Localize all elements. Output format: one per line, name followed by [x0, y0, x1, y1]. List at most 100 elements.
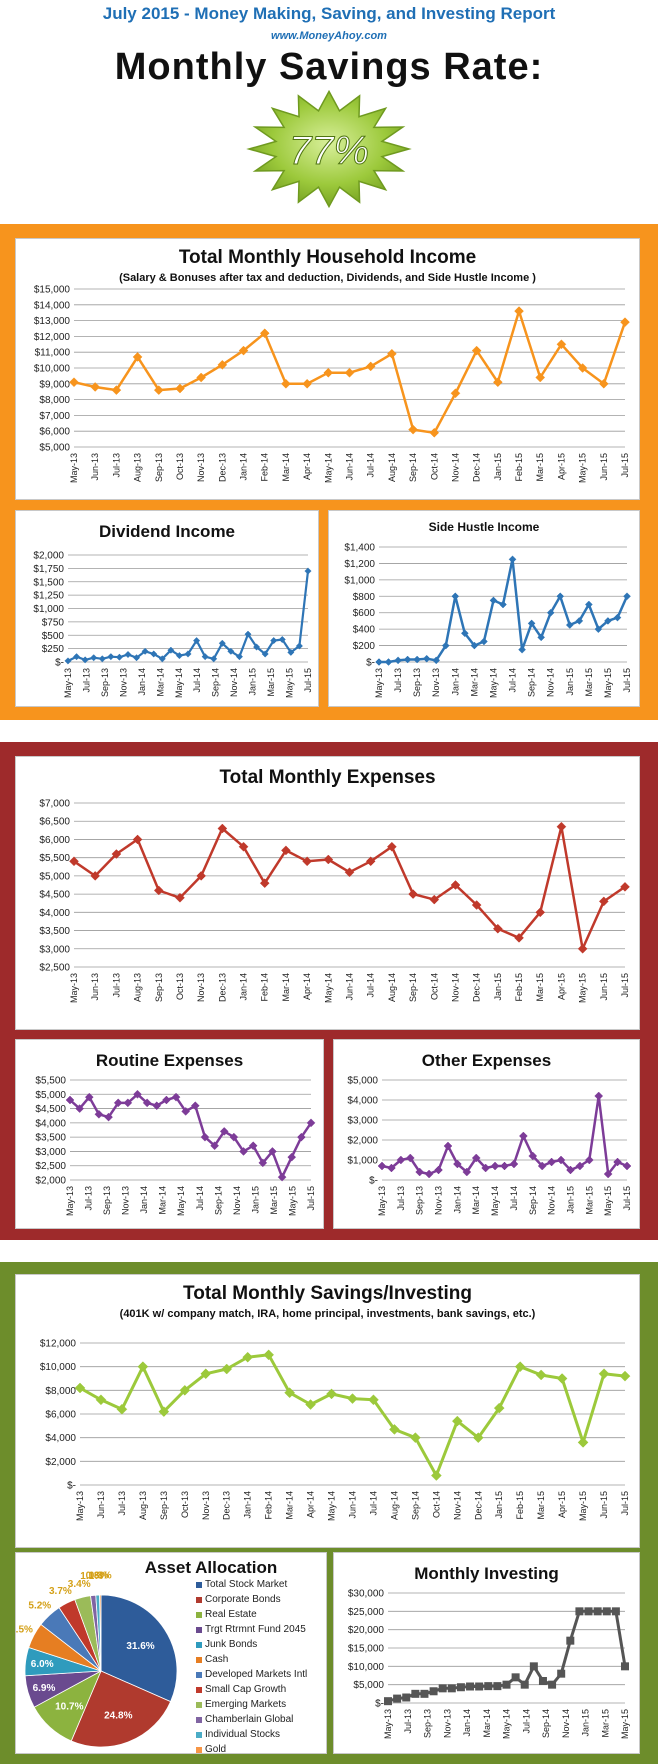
- data-point: [175, 892, 185, 903]
- data-point: [411, 1689, 420, 1698]
- data-point: [566, 1636, 575, 1645]
- legend-label: Real Estate: [205, 1609, 257, 1620]
- data-point: [408, 889, 418, 899]
- data-point: [438, 1684, 447, 1693]
- data-point: [535, 372, 546, 383]
- x-tick-label: Sep-13: [102, 1186, 112, 1215]
- data-point: [181, 1107, 191, 1116]
- x-tick-label: Mar-14: [281, 973, 291, 1002]
- legend-item: Junk Bonds: [196, 1637, 307, 1652]
- x-tick-label: May-13: [63, 668, 73, 698]
- y-tick-label: $2,000: [33, 551, 64, 562]
- data-point: [98, 655, 106, 663]
- y-tick-label: $7,000: [39, 799, 70, 810]
- x-tick-label: Mar-14: [482, 1709, 492, 1738]
- data-point: [302, 378, 312, 389]
- data-point: [413, 655, 422, 664]
- y-tick-label: $1,500: [33, 577, 64, 588]
- data-point: [104, 1112, 113, 1122]
- x-tick-label: Dec-13: [217, 973, 227, 1002]
- x-tick-label: Feb-14: [260, 973, 270, 1002]
- x-tick-label: Jul-13: [81, 668, 91, 693]
- data-point: [90, 871, 101, 881]
- data-point: [158, 1406, 170, 1417]
- data-point: [402, 1693, 411, 1702]
- y-tick-label: $14,000: [34, 300, 71, 311]
- x-tick-label: May-15: [578, 1491, 588, 1521]
- legend-label: Gold: [205, 1744, 227, 1755]
- data-point: [556, 1155, 566, 1165]
- x-tick-label: Jan-15: [581, 1709, 591, 1737]
- data-point: [229, 1132, 239, 1142]
- data-point: [384, 1697, 392, 1706]
- other-expenses-panel: Other Expenses $- $1,000 $2,000 $3,000 $4,000…: [333, 1039, 640, 1229]
- data-point: [415, 1167, 425, 1177]
- x-tick-label: Jan-14: [450, 668, 460, 696]
- data-point: [537, 1161, 547, 1171]
- data-point: [622, 1161, 632, 1171]
- data-point: [499, 600, 507, 609]
- data-point: [123, 1098, 133, 1108]
- data-point: [410, 1432, 421, 1444]
- x-tick-label: Nov-13: [442, 1709, 452, 1738]
- data-point: [302, 856, 312, 867]
- legend-label: Corporate Bonds: [205, 1594, 281, 1605]
- data-point: [451, 1415, 463, 1427]
- data-point: [611, 1607, 620, 1616]
- chart-title: Monthly Investing: [414, 1564, 559, 1583]
- x-tick-label: Nov-14: [561, 1709, 571, 1738]
- x-tick-label: May-14: [327, 1491, 337, 1521]
- total-savings-chart: Total Monthly Savings/Investing (401K w/ …: [40, 1283, 631, 1521]
- data-point: [347, 1393, 358, 1404]
- data-point: [111, 849, 122, 859]
- y-tick-label: $15,000: [348, 1644, 385, 1655]
- x-tick-label: Feb-15: [515, 1491, 525, 1520]
- data-point: [268, 1147, 277, 1156]
- x-tick-label: Jul-15: [620, 973, 630, 998]
- data-point: [471, 900, 482, 910]
- x-tick-label: Sep-13: [154, 453, 164, 482]
- x-tick-label: Dec-13: [217, 453, 227, 482]
- data-point: [171, 1092, 181, 1102]
- chart-title: Dividend Income: [99, 522, 235, 541]
- data-point: [389, 1424, 400, 1435]
- x-tick-label: Jan-14: [239, 973, 249, 1001]
- data-point: [284, 1387, 295, 1399]
- data-point: [620, 881, 630, 892]
- data-point: [547, 1157, 556, 1167]
- legend-label: Developed Markets Intl: [205, 1669, 308, 1680]
- y-tick-label: $750: [42, 617, 65, 628]
- y-tick-label: $5,000: [353, 1680, 384, 1691]
- data-point: [95, 1394, 107, 1406]
- data-point: [393, 1694, 402, 1703]
- y-tick-label: $5,000: [39, 871, 70, 882]
- data-point: [613, 1157, 622, 1167]
- x-tick-label: Sep-14: [528, 1186, 538, 1215]
- data-point: [500, 1161, 509, 1171]
- x-tick-label: Mar-14: [471, 1186, 481, 1215]
- y-tick-label: $12,000: [40, 1339, 77, 1350]
- y-tick-label: $10,000: [348, 1662, 385, 1673]
- data-point: [65, 1095, 75, 1105]
- legend-label: Total Stock Market: [205, 1579, 288, 1590]
- legend-item: Total Stock Market: [196, 1577, 307, 1592]
- y-tick-label: $3,000: [39, 944, 70, 955]
- y-tick-label: $600: [353, 608, 376, 619]
- y-tick-label: $5,500: [35, 1076, 66, 1087]
- series-line: [69, 1093, 313, 1179]
- x-tick-label: May-14: [176, 1186, 186, 1216]
- x-tick-label: Mar-14: [158, 1186, 168, 1215]
- site-url: www.MoneyAhoy.com: [271, 30, 387, 42]
- data-point: [387, 348, 397, 359]
- x-tick-label: Sep-14: [541, 1709, 551, 1738]
- data-point: [508, 555, 517, 564]
- y-tick-label: $20,000: [348, 1625, 385, 1636]
- legend-item: Developed Markets Intl: [196, 1667, 307, 1682]
- data-point: [556, 592, 565, 601]
- y-tick-label: $-: [55, 658, 64, 669]
- data-point: [603, 1169, 613, 1179]
- x-tick-label: Jul-14: [368, 1491, 378, 1516]
- legend-swatch: [196, 1701, 202, 1708]
- data-point: [509, 1159, 519, 1169]
- y-tick-label: $250: [42, 644, 65, 655]
